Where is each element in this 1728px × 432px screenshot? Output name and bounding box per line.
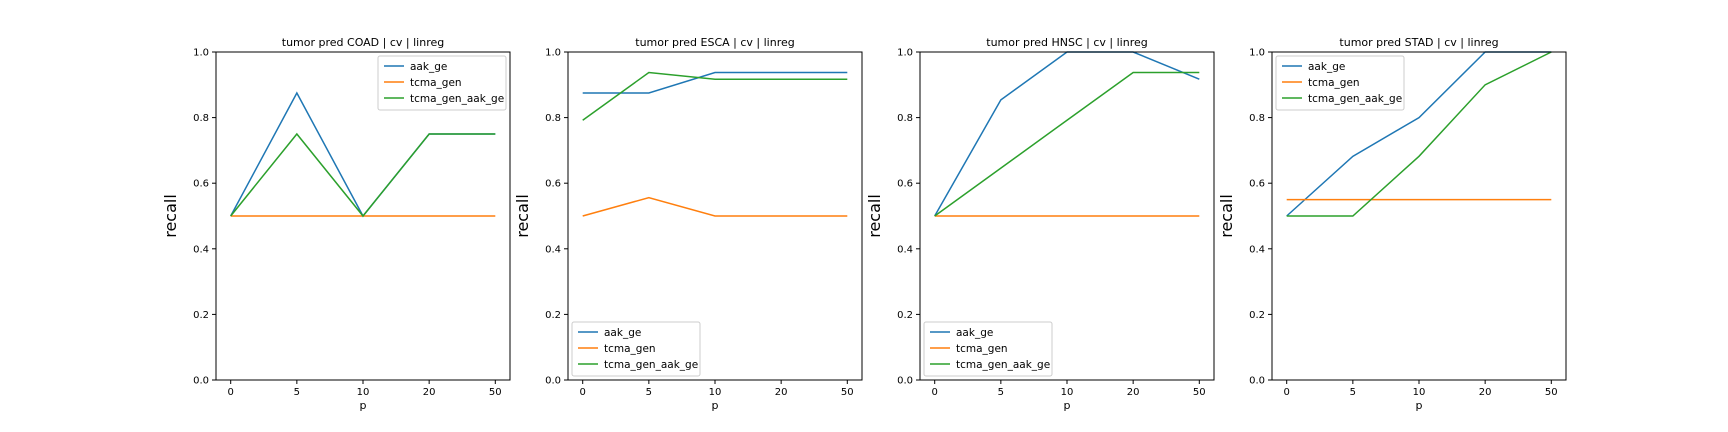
y-tick-label: 0.0	[193, 376, 209, 387]
x-tick-label: 5	[646, 387, 652, 398]
legend-label: tcma_gen	[410, 77, 462, 89]
series-line-tcma_gen	[582, 196, 848, 217]
legend-label: tcma_gen_aak_ge	[604, 359, 698, 371]
legend-label: tcma_gen_aak_ge	[956, 359, 1050, 371]
x-tick-label: 5	[1350, 387, 1356, 398]
chart-panel-2: 0 5 10 20 50 0.0 0.2 0.4 0.6 0.8 1.0 tumor pred HNS…	[865, 36, 1215, 412]
legend-label: aak_ge	[410, 61, 447, 73]
x-axis-label: p	[1416, 399, 1423, 412]
series-line-aak_ge	[934, 51, 1200, 217]
x-tick-label: 5	[294, 387, 300, 398]
series-line-aak_ge	[582, 71, 848, 94]
y-axis-label: recall	[513, 194, 532, 238]
x-tick-label: 50	[489, 387, 502, 398]
x-tick-label: 50	[1545, 387, 1558, 398]
chart-title: tumor pred HNSC | cv | linreg	[986, 36, 1148, 49]
y-tick-label: 0.8	[193, 113, 209, 124]
x-tick-label: 50	[841, 387, 854, 398]
y-tick-label: 1.0	[545, 48, 561, 59]
legend-label: tcma_gen_aak_ge	[1308, 93, 1402, 105]
x-tick-label: 10	[1413, 387, 1426, 398]
legend-box	[923, 321, 1053, 377]
series-line-tcma_gen_aak_ge	[934, 71, 1200, 217]
x-tick-label: 0	[228, 387, 234, 398]
legend-label: tcma_gen	[956, 343, 1008, 355]
y-axis-label: recall	[161, 194, 180, 238]
x-tick-label: 10	[1061, 387, 1074, 398]
y-tick-label: 0.0	[545, 376, 561, 387]
legend-label: aak_ge	[604, 327, 641, 339]
x-tick-label: 20	[1127, 387, 1140, 398]
series-line-tcma_gen_aak_ge	[1286, 51, 1552, 217]
x-tick-label: 0	[932, 387, 938, 398]
legend: aak_ge tcma_gen tcma_gen_aak_ge	[1275, 55, 1405, 111]
legend-box	[1275, 55, 1405, 111]
series-line-tcma_gen_aak_ge	[582, 71, 848, 121]
x-tick-label: 10	[709, 387, 722, 398]
chart-title: tumor pred COAD | cv | linreg	[282, 36, 444, 49]
y-tick-label: 1.0	[193, 48, 209, 59]
x-tick-label: 50	[1193, 387, 1206, 398]
y-tick-label: 1.0	[1249, 48, 1265, 59]
x-tick-label: 10	[357, 387, 370, 398]
y-tick-label: 0.2	[897, 310, 913, 321]
y-axis-label: recall	[1217, 194, 1236, 238]
chart-panel-0: 0 5 10 20 50 0.0 0.2 0.4 0.6 0.8 1.0 tumor pred COA…	[161, 36, 511, 412]
y-tick-label: 0.4	[897, 244, 913, 255]
x-axis-label: p	[712, 399, 719, 412]
y-tick-label: 0.0	[897, 376, 913, 387]
x-tick-label: 20	[1479, 387, 1492, 398]
y-tick-label: 0.6	[897, 179, 913, 190]
y-tick-label: 0.8	[1249, 113, 1265, 124]
legend-box	[571, 321, 701, 377]
y-tick-label: 0.4	[545, 244, 561, 255]
x-tick-label: 20	[423, 387, 436, 398]
series-line-tcma_gen_aak_ge	[230, 132, 496, 218]
chart-panel-3: 0 5 10 20 50 0.0 0.2 0.4 0.6 0.8 1.0 tumor pred STA…	[1217, 36, 1567, 412]
y-tick-label: 0.8	[545, 113, 561, 124]
x-axis-label: p	[360, 399, 367, 412]
legend-label: aak_ge	[1308, 61, 1345, 73]
y-tick-label: 0.4	[193, 244, 209, 255]
y-tick-label: 0.4	[1249, 244, 1265, 255]
chart-title: tumor pred ESCA | cv | linreg	[635, 36, 794, 49]
legend-box	[377, 55, 507, 111]
chart-panel-1: 0 5 10 20 50 0.0 0.2 0.4 0.6 0.8 1.0 tumor pred ESC…	[513, 36, 863, 412]
y-tick-label: 0.2	[193, 310, 209, 321]
x-tick-label: 5	[998, 387, 1004, 398]
legend: aak_ge tcma_gen tcma_gen_aak_ge	[571, 321, 701, 377]
y-tick-label: 0.6	[1249, 179, 1265, 190]
y-tick-label: 0.0	[1249, 376, 1265, 387]
x-axis-label: p	[1064, 399, 1071, 412]
y-tick-label: 0.2	[1249, 310, 1265, 321]
legend-label: tcma_gen	[1308, 77, 1360, 89]
legend-label: tcma_gen_aak_ge	[410, 93, 504, 105]
y-tick-label: 1.0	[897, 48, 913, 59]
legend-label: aak_ge	[956, 327, 993, 339]
series-line-aak_ge	[230, 91, 496, 218]
legend: aak_ge tcma_gen tcma_gen_aak_ge	[377, 55, 507, 111]
y-tick-label: 0.8	[897, 113, 913, 124]
y-tick-label: 0.6	[545, 179, 561, 190]
y-axis-label: recall	[865, 194, 884, 238]
chart-title: tumor pred STAD | cv | linreg	[1339, 36, 1498, 49]
legend: aak_ge tcma_gen tcma_gen_aak_ge	[923, 321, 1053, 377]
y-tick-label: 0.2	[545, 310, 561, 321]
y-tick-label: 0.6	[193, 179, 209, 190]
legend-label: tcma_gen	[604, 343, 656, 355]
x-tick-label: 20	[775, 387, 788, 398]
x-tick-label: 0	[580, 387, 586, 398]
x-tick-label: 0	[1284, 387, 1290, 398]
